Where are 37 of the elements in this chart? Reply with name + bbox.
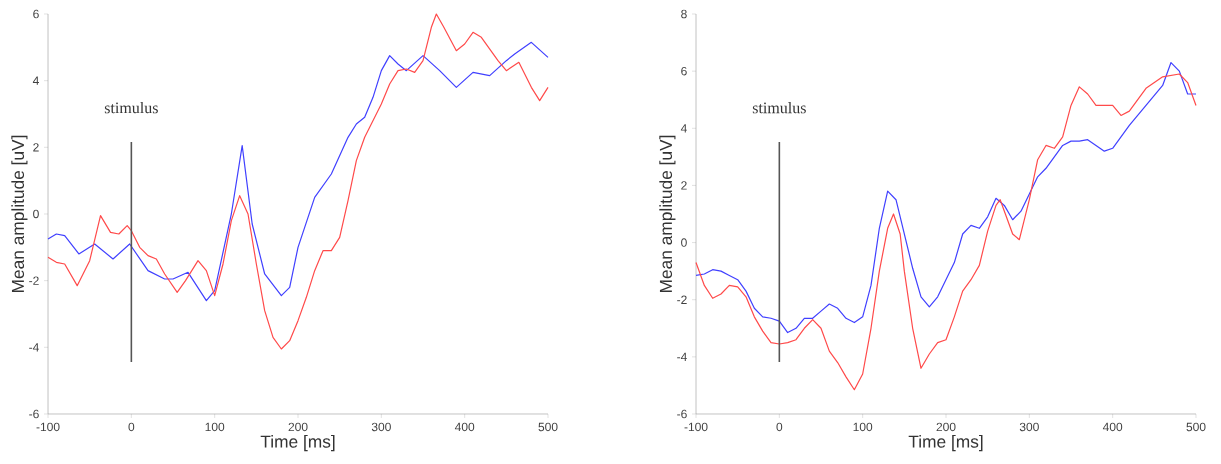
y-tick-label: -6 <box>29 409 39 419</box>
y-tick-label: 6 <box>33 9 39 19</box>
ref-line-label: stimulus <box>104 102 158 114</box>
y-tick-label: 4 <box>680 124 687 133</box>
x-tick-label: 0 <box>776 422 783 432</box>
x-tick-label: 0 <box>128 422 135 432</box>
x-tick-label: 500 <box>538 422 558 432</box>
y-tick-label: -6 <box>677 409 687 419</box>
ref-line-label: stimulus <box>752 102 806 114</box>
y-tick-label: -4 <box>677 352 687 361</box>
y-tick-label: 4 <box>32 76 39 85</box>
y-tick-label: 8 <box>681 9 687 19</box>
x-axis-title: Time [ms] <box>908 435 983 452</box>
y-axis-title: Mean amplitude [uV] <box>659 135 676 293</box>
y-tick-label: -2 <box>29 276 39 285</box>
line-series <box>695 73 1197 391</box>
x-tick-label: 500 <box>1186 422 1206 432</box>
x-tick-label: 300 <box>371 422 391 432</box>
y-tick-label: -4 <box>29 343 39 352</box>
y-tick-label: 0 <box>681 238 687 247</box>
y-tick-label: -2 <box>677 295 687 304</box>
x-tick-label: 200 <box>936 422 956 432</box>
y-axis-title: Mean amplitude [uV] <box>11 135 28 293</box>
x-axis-title: Time [ms] <box>260 435 335 452</box>
line-series <box>47 41 549 302</box>
x-tick-label: -100 <box>684 422 708 432</box>
x-tick-label: -100 <box>36 422 60 432</box>
x-tick-label: 100 <box>205 422 225 432</box>
x-tick-label: 400 <box>454 422 475 432</box>
x-tick-label: 200 <box>288 422 308 432</box>
y-tick-label: 6 <box>681 66 687 76</box>
x-tick-label: 400 <box>1102 422 1123 432</box>
y-tick-label: 2 <box>33 143 39 152</box>
x-tick-label: 300 <box>1019 422 1039 432</box>
y-tick-label: 2 <box>681 181 687 190</box>
y-tick-label: 0 <box>33 209 39 219</box>
x-tick-label: 100 <box>853 422 873 432</box>
